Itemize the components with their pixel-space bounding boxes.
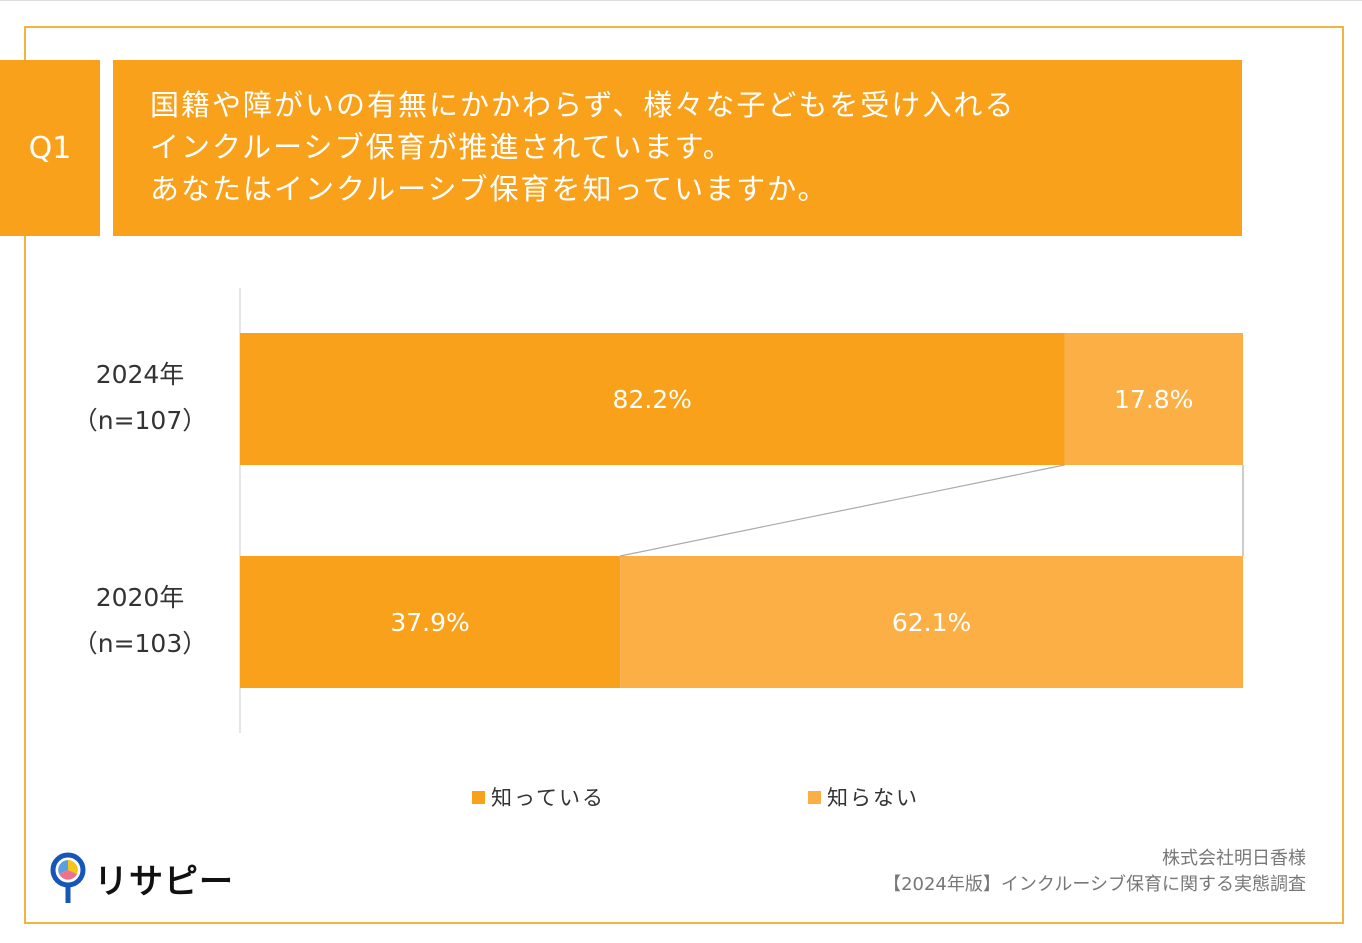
data-label: 62.1% [892, 608, 971, 637]
legend-item-dont-know: 知らない [808, 782, 919, 812]
data-label: 37.9% [390, 608, 469, 637]
credit: 株式会社明日香様 【2024年版】インクルーシブ保育に関する実態調査 [883, 846, 1306, 898]
question-text: 国籍や障がいの有無にかかわらず、様々な子どもを受け入れる インクルーシブ保育が推… [113, 60, 1242, 236]
legend-swatch [808, 790, 821, 804]
question-line: 国籍や障がいの有無にかかわらず、様々な子どもを受け入れる [150, 88, 1016, 122]
credit-line: 株式会社明日香様 [1162, 848, 1306, 869]
category-n: （n=107） [72, 406, 208, 435]
legend-label: 知っている [491, 786, 605, 810]
top-divider [0, 0, 1362, 1]
slide-frame [24, 26, 1344, 924]
data-label: 82.2% [613, 385, 692, 414]
brand-logo: リサピー [48, 852, 234, 904]
question-line: あなたはインクルーシブ保育を知っていますか。 [150, 172, 829, 206]
series-line [620, 464, 1065, 557]
credit-line: 【2024年版】インクルーシブ保育に関する実態調査 [883, 874, 1306, 895]
category-year: 2020年 [95, 583, 185, 612]
question-line: インクルーシブ保育が推進されています。 [150, 130, 734, 164]
magnifier-logo-icon [50, 852, 86, 903]
category-label-2020: 2020年 （n=103） [60, 575, 220, 667]
bar-segment [240, 556, 621, 688]
category-label-2024: 2024年 （n=107） [60, 352, 220, 444]
bar-segment [620, 556, 1243, 688]
legend-label: 知らない [827, 786, 919, 810]
category-n: （n=103） [72, 629, 208, 658]
bar-segment [1064, 333, 1243, 465]
bar-segment [240, 333, 1065, 465]
legend-item-know: 知っている [472, 782, 605, 812]
question-number: Q1 [0, 60, 100, 236]
legend-swatch [472, 790, 485, 804]
category-year: 2024年 [95, 360, 185, 389]
data-label: 17.8% [1114, 385, 1193, 414]
brand-name: リサピー [94, 861, 234, 902]
